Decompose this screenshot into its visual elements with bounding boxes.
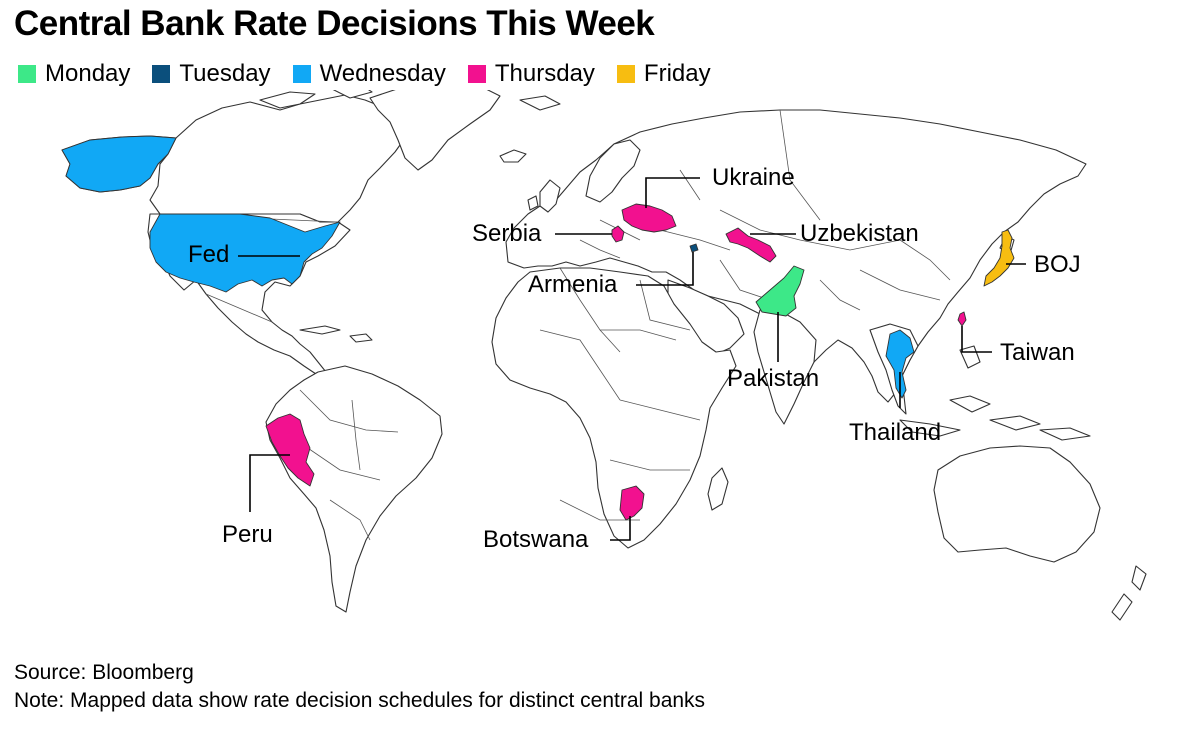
country-botswana xyxy=(619,485,645,521)
legend-label-friday: Friday xyxy=(643,60,711,87)
label-fed: Fed xyxy=(188,241,229,268)
land-indonesia xyxy=(899,345,1091,441)
country-us xyxy=(149,213,341,293)
legend-item-wednesday: Wednesday xyxy=(292,60,446,88)
country-serbia xyxy=(611,225,625,243)
land-eurasia xyxy=(505,109,1087,403)
label-pakistan: Pakistan xyxy=(727,365,819,392)
country-japan xyxy=(983,229,1015,287)
country-uzbekistan xyxy=(725,227,777,263)
country-labels: Fed Peru Serbia Armenia Ukraine Uzbekist… xyxy=(187,164,1081,553)
leader-taiwan xyxy=(961,326,992,353)
label-armenia: Armenia xyxy=(528,271,618,298)
legend-item-friday: Friday xyxy=(616,60,711,88)
legend-item-monday: Monday xyxy=(18,60,130,88)
legend-item-tuesday: Tuesday xyxy=(152,60,271,88)
label-botswana: Botswana xyxy=(483,526,589,553)
legend-swatch-monday xyxy=(18,65,36,83)
country-peru xyxy=(265,413,315,487)
legend-swatch-friday xyxy=(616,65,635,83)
legend-label-thursday: Thursday xyxy=(494,60,595,87)
label-boj: BOJ xyxy=(1034,251,1081,278)
country-thailand xyxy=(885,329,915,399)
footnote: Note: Mapped data show rate decision sch… xyxy=(14,689,706,712)
leader-botswana xyxy=(610,516,631,541)
land-new-zealand xyxy=(1111,565,1147,621)
country-us-alaska xyxy=(61,135,177,193)
land-scandinavia xyxy=(585,139,641,203)
legend-swatch-thursday xyxy=(467,65,486,83)
legend-label-tuesday: Tuesday xyxy=(179,60,271,87)
leader-lines xyxy=(238,177,1026,541)
legend: Monday Tuesday Wednesday Thursday Friday xyxy=(18,60,733,88)
land-madagascar xyxy=(707,467,729,511)
legend-swatch-wednesday xyxy=(292,65,311,83)
legend-item-thursday: Thursday xyxy=(467,60,595,88)
label-uzbekistan: Uzbekistan xyxy=(800,220,919,247)
land-greenland xyxy=(369,90,501,171)
country-taiwan xyxy=(957,311,967,327)
leader-armenia xyxy=(636,252,694,286)
legend-label-monday: Monday xyxy=(45,60,131,87)
legend-swatch-tuesday xyxy=(152,65,171,83)
land-africa xyxy=(491,267,737,549)
country-pakistan xyxy=(755,265,805,317)
label-peru: Peru xyxy=(222,521,273,548)
leader-ukraine xyxy=(645,177,700,208)
land-arctic-islands xyxy=(259,90,561,111)
land-british-isles xyxy=(527,179,561,213)
world-map: Fed Peru Serbia Armenia Ukraine Uzbekist… xyxy=(61,90,1147,621)
label-ukraine: Ukraine xyxy=(712,164,795,191)
label-thailand: Thailand xyxy=(849,419,941,446)
label-serbia: Serbia xyxy=(472,220,542,247)
country-armenia xyxy=(689,243,699,253)
land-australia xyxy=(933,445,1101,563)
land-canada xyxy=(149,94,406,223)
country-ukraine xyxy=(621,203,677,233)
legend-label-wednesday: Wednesday xyxy=(319,60,446,87)
leader-peru xyxy=(249,454,290,512)
highlighted-countries xyxy=(61,135,1015,521)
land-south-america xyxy=(265,365,443,613)
land-caribbean xyxy=(299,325,373,343)
land-india xyxy=(753,309,817,425)
label-taiwan: Taiwan xyxy=(1000,339,1075,366)
land-iceland xyxy=(499,149,527,163)
source-note: Source: Bloomberg xyxy=(14,661,194,684)
map-title: Central Bank Rate Decisions This Week xyxy=(14,4,655,43)
